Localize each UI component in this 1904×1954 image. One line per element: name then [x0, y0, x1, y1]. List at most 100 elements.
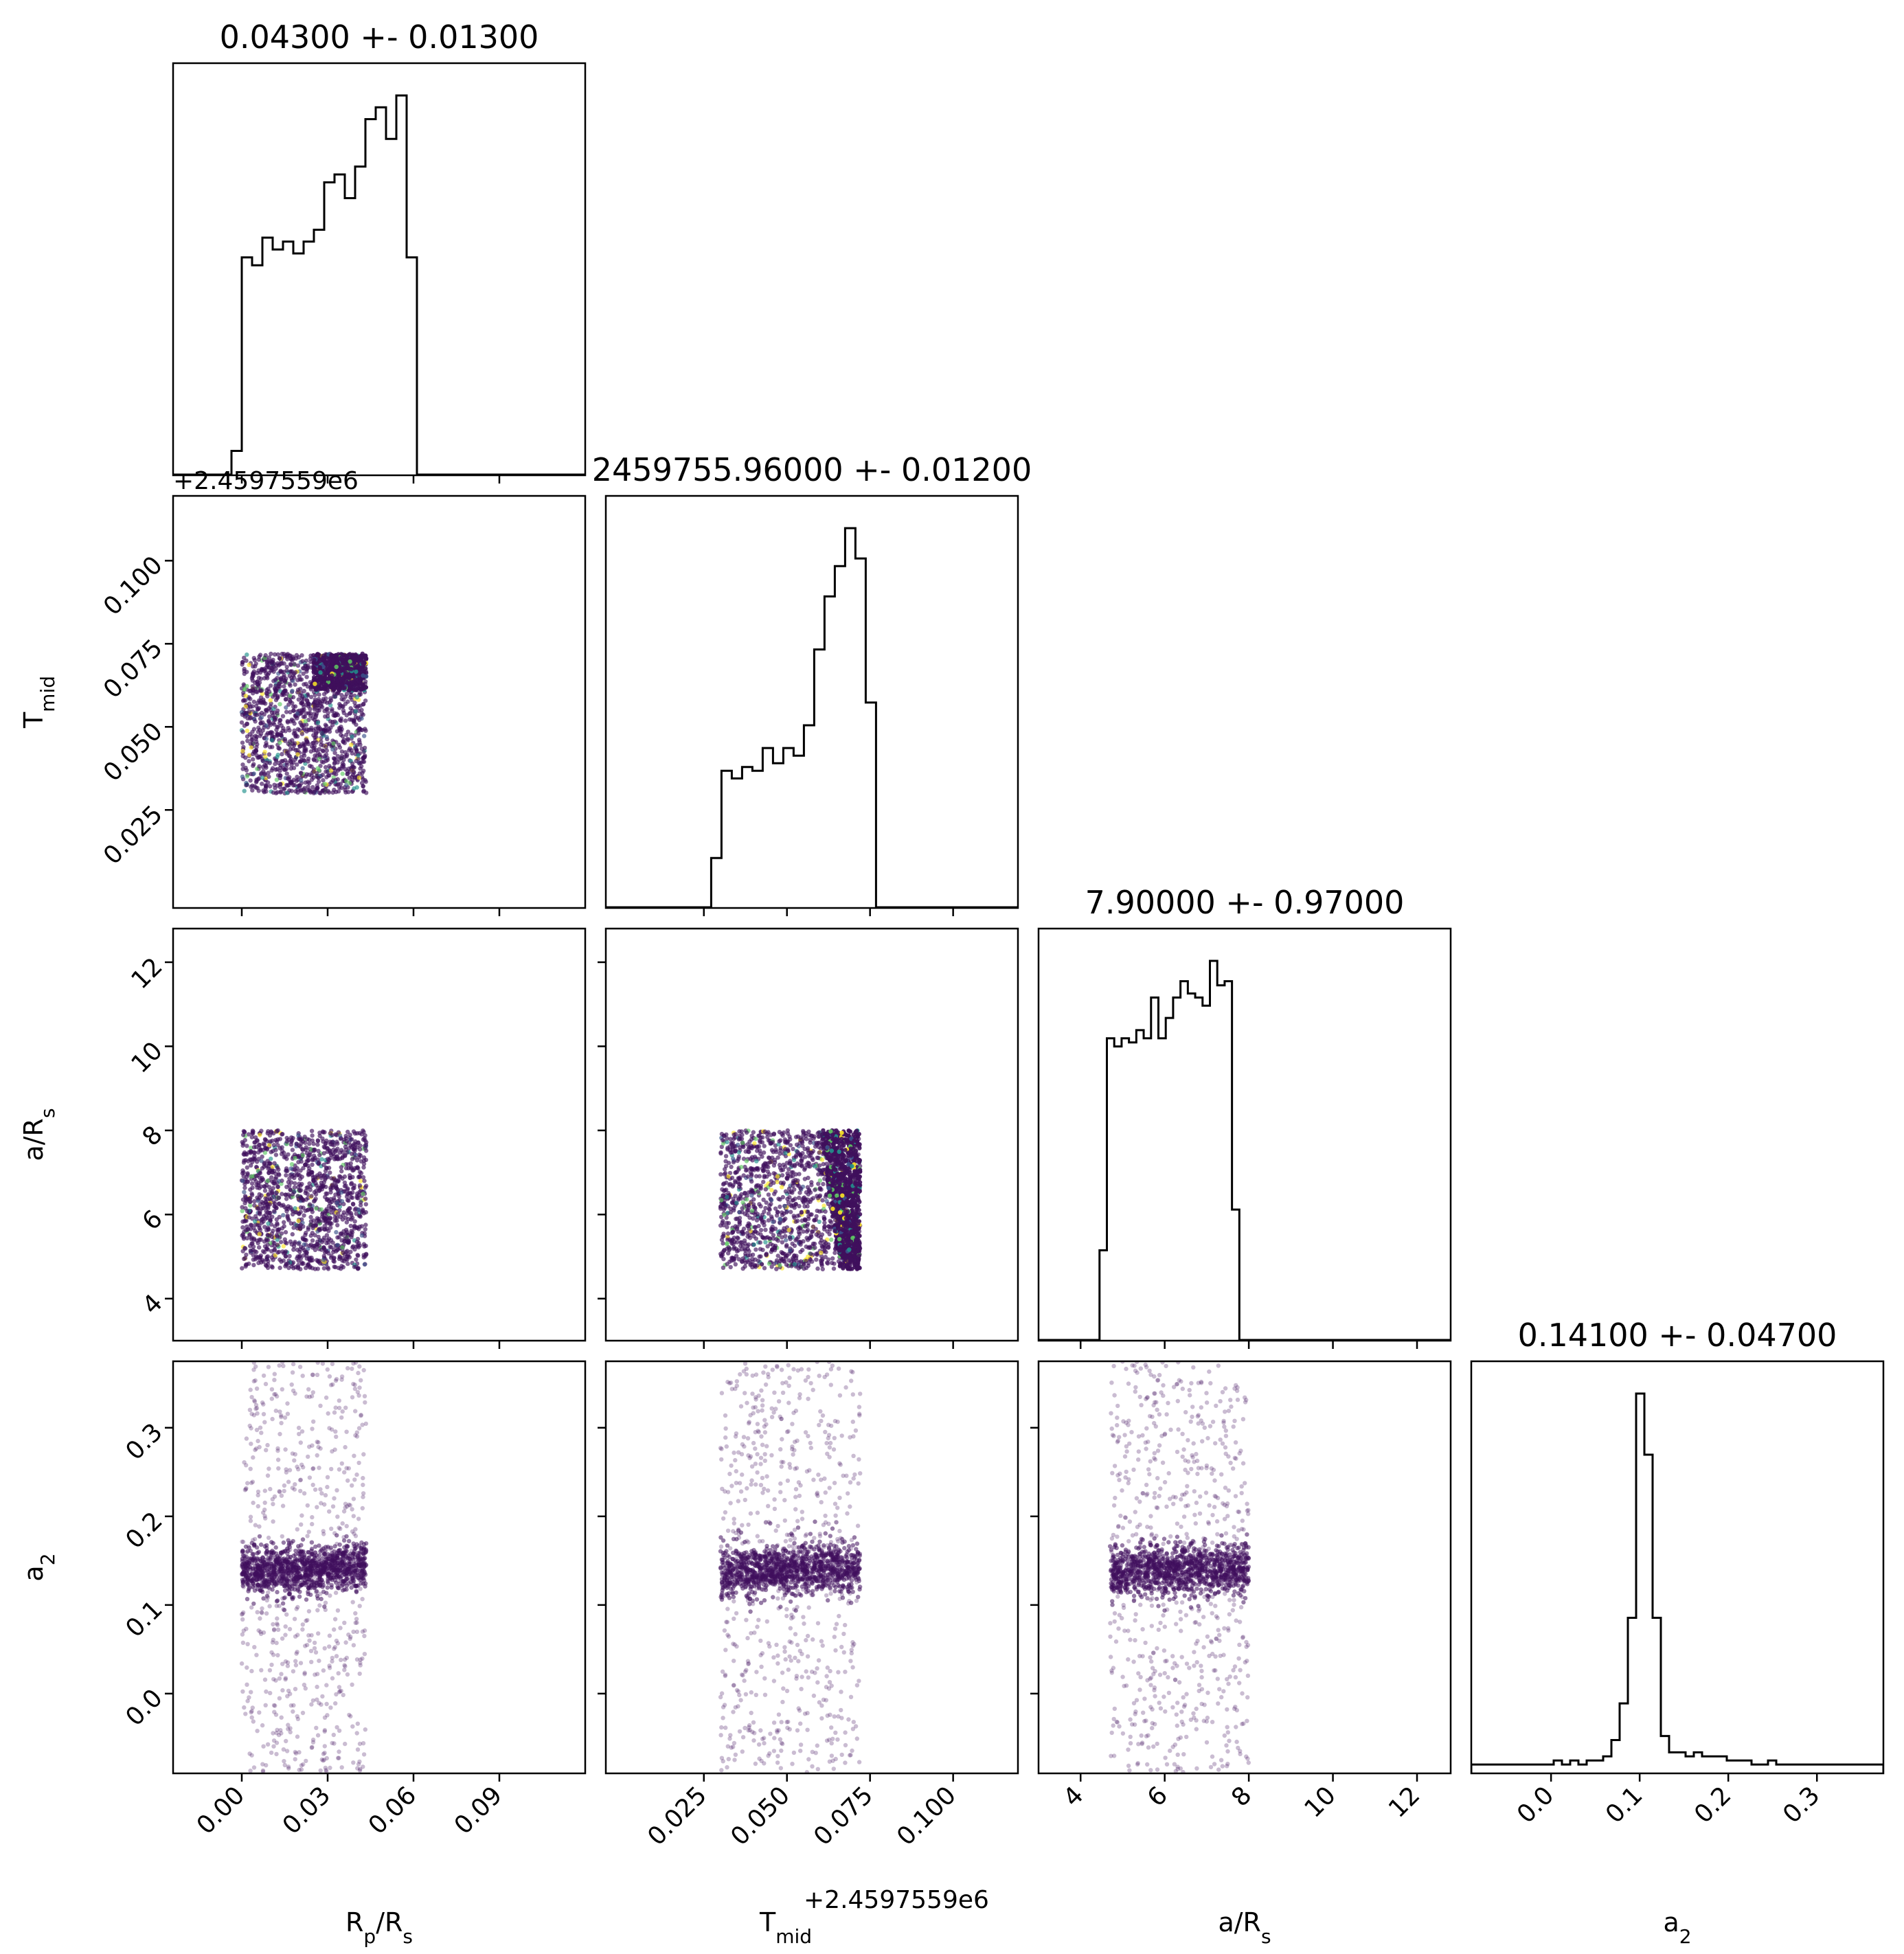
scatter-point — [259, 1159, 263, 1163]
scatter-point — [330, 723, 335, 727]
scatter-point — [340, 1199, 344, 1203]
scatter-point — [329, 1207, 333, 1211]
scatter-point — [335, 1243, 339, 1247]
scatter-point — [269, 698, 273, 702]
scatter-point — [806, 1164, 811, 1168]
scatter-point — [336, 777, 340, 781]
scatter-point — [355, 695, 359, 699]
scatter-point — [361, 756, 365, 760]
scatter-point — [753, 1225, 758, 1229]
scatter-point — [362, 1179, 366, 1183]
scatter-point — [286, 720, 290, 725]
scatter-point — [753, 1137, 758, 1141]
scatter-point — [258, 1133, 262, 1137]
scatter-point — [274, 1152, 278, 1157]
scatter-point — [826, 1245, 830, 1249]
scatter-point — [310, 1170, 314, 1174]
scatter-point — [359, 1203, 363, 1207]
scatter-point — [760, 1140, 764, 1144]
scatter-point — [341, 697, 345, 701]
scatter-point — [258, 728, 262, 732]
scatter-point — [789, 1209, 793, 1214]
scatter-point — [274, 1206, 278, 1210]
scatter-point — [313, 735, 317, 739]
scatter-point — [345, 772, 349, 776]
scatter-point — [284, 1254, 288, 1258]
scatter-point — [332, 1264, 337, 1269]
scatter-point — [329, 1176, 333, 1180]
scatter-point — [326, 773, 330, 777]
scatter-point — [332, 714, 337, 718]
scatter-point — [795, 1179, 800, 1183]
scatter-point — [318, 700, 322, 704]
scatter-point — [749, 1166, 753, 1170]
scatter-point — [293, 1156, 297, 1160]
scatter-point — [807, 1245, 811, 1249]
scatter-point — [352, 1185, 356, 1190]
scatter-point — [270, 769, 274, 773]
scatter-point — [287, 1183, 291, 1188]
scatter-point — [758, 1204, 762, 1208]
scatter-point — [271, 714, 275, 718]
scatter-point — [824, 1209, 828, 1214]
scatter-point — [296, 688, 300, 692]
scatter-point — [728, 1207, 732, 1211]
histogram-rprs — [173, 95, 644, 475]
scatter-point — [240, 729, 245, 734]
scatter-point — [358, 1147, 362, 1151]
scatter-point — [279, 1240, 283, 1244]
scatter-point — [256, 1206, 260, 1210]
scatter-point — [301, 702, 305, 706]
scatter-point — [821, 1137, 825, 1141]
scatter-point — [278, 670, 282, 674]
y-tick-label: 8 — [137, 1121, 168, 1152]
scatter-point — [773, 1158, 777, 1162]
scatter-point — [769, 1198, 773, 1202]
scatter-point — [826, 1258, 830, 1262]
scatter-point — [337, 1266, 341, 1270]
scatter-point — [325, 1150, 329, 1154]
scatter-point — [299, 1188, 303, 1192]
scatter-point — [720, 1132, 724, 1136]
scatter-point — [317, 652, 321, 657]
scatter-point — [809, 1183, 813, 1187]
scatter-point — [259, 1260, 263, 1264]
scatter-point — [355, 1131, 359, 1135]
scatter-point — [730, 1201, 734, 1205]
scatter-point — [343, 1154, 347, 1158]
scatter-point — [800, 1151, 804, 1155]
scatter-point — [269, 683, 273, 688]
scatter-point — [344, 1236, 348, 1240]
scatter-point — [729, 1150, 733, 1155]
scatter-point — [321, 743, 326, 747]
scatter-point — [343, 718, 348, 723]
scatter-point — [734, 1247, 738, 1251]
scatter-point — [769, 1188, 773, 1192]
scatter-point — [243, 1138, 247, 1142]
scatter-point — [323, 714, 327, 718]
scatter-point — [729, 1165, 733, 1169]
scatter-point — [285, 665, 289, 669]
scatter-point — [317, 1243, 321, 1247]
scatter-point — [345, 673, 349, 677]
scatter-point — [773, 1244, 778, 1248]
scatter-point — [346, 1191, 350, 1195]
scatter-point — [241, 1170, 245, 1174]
scatter-point — [823, 1224, 827, 1228]
scatter-point — [310, 785, 315, 789]
scatter-point — [314, 1206, 318, 1210]
scatter-point — [778, 1217, 782, 1221]
scatter-point — [251, 757, 255, 761]
scatter-point — [345, 1198, 350, 1202]
scatter-point — [778, 1259, 782, 1263]
scatter-point — [815, 1156, 819, 1160]
scatter-point — [749, 1144, 753, 1148]
scatter-point — [345, 1130, 350, 1134]
scatter-point — [296, 1160, 300, 1164]
scatter-point — [299, 1245, 303, 1249]
scatter-point — [319, 760, 324, 764]
scatter-point — [260, 1217, 264, 1221]
scatter-point — [350, 762, 354, 766]
scatter-point — [299, 1137, 303, 1141]
